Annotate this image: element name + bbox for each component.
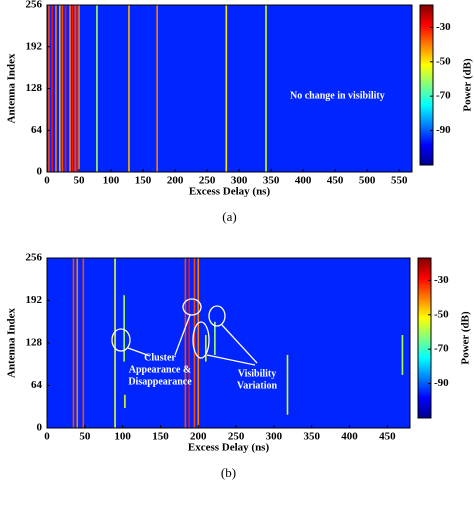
heatmap-background — [47, 5, 412, 172]
x-tick-label: 500 — [359, 175, 376, 187]
colorbar-label: Power (dB) — [460, 311, 472, 365]
annotation: Disappearance — [128, 376, 192, 387]
delay-stripe — [188, 258, 190, 428]
delay-stripe — [193, 258, 196, 428]
colorbar-tick-label: -70 — [434, 343, 449, 355]
x-tick-label: 400 — [295, 175, 312, 187]
colorbar-tick-label: -30 — [436, 21, 451, 33]
x-tick-label: 150 — [135, 175, 152, 187]
delay-stripe — [61, 5, 64, 172]
delay-stripe — [114, 258, 116, 428]
y-axis-label: Antenna Index — [6, 53, 18, 123]
colorbar — [419, 4, 434, 166]
annotation: No change in visibility — [290, 90, 385, 101]
x-tick-label: 100 — [114, 431, 131, 443]
y-tick-label: 0 — [37, 166, 43, 178]
delay-stripe — [82, 258, 85, 428]
delay-stripe — [55, 5, 57, 172]
x-tick-label: 200 — [167, 175, 184, 187]
delay-stripe — [96, 5, 98, 172]
annotation: Cluster — [144, 352, 176, 363]
delay-stripe — [214, 321, 216, 355]
x-tick-label: 250 — [228, 431, 245, 443]
x-tick-label: 250 — [199, 175, 216, 187]
x-tick-label: 350 — [263, 175, 280, 187]
x-axis-label: Excess Delay (ns) — [189, 186, 271, 198]
delay-stripe — [197, 258, 200, 428]
y-tick-label: 128 — [26, 337, 43, 349]
heatmap-background — [47, 258, 410, 428]
y-axis-label: Antenna Index — [6, 308, 18, 378]
delay-stripe — [205, 335, 207, 362]
y-tick-label: 256 — [26, 0, 43, 11]
delay-stripe — [128, 5, 130, 172]
delay-stripe — [156, 5, 158, 172]
delay-stripe — [78, 5, 80, 172]
annotation-shapes — [111, 298, 258, 366]
x-tick-label: 150 — [152, 431, 169, 443]
annotation: Variation — [237, 380, 278, 391]
delay-stripe — [401, 335, 404, 375]
colorbar-tick-label: -70 — [436, 90, 451, 102]
x-tick-label: 0 — [44, 431, 50, 443]
x-axis-label: Excess Delay (ns) — [188, 442, 270, 454]
delay-stripe — [76, 5, 78, 172]
delay-stripe — [71, 5, 74, 172]
colorbar-tick-label: -50 — [436, 55, 451, 67]
colorbar-tick-label: -90 — [434, 377, 449, 389]
y-tick-label: 0 — [37, 422, 43, 434]
annotation: Visibility — [238, 368, 277, 379]
x-tick-label: 300 — [266, 431, 283, 443]
y-tick-label: 192 — [26, 40, 43, 52]
caption: (b) — [221, 465, 236, 480]
x-tick-label: 450 — [327, 175, 344, 187]
y-tick-label: 256 — [26, 252, 43, 264]
colorbar-tick-label: -50 — [434, 308, 449, 320]
x-tick-label: 550 — [391, 175, 408, 187]
x-tick-label: 300 — [231, 175, 248, 187]
x-tick-label: 50 — [79, 431, 91, 443]
x-tick-label: 400 — [341, 431, 358, 443]
x-tick-label: 450 — [379, 431, 396, 443]
delay-stripe — [64, 5, 67, 172]
caption: (a) — [222, 209, 236, 224]
delay-stripe — [76, 258, 79, 428]
y-tick-label: 192 — [26, 294, 43, 306]
y-tick-label: 64 — [31, 124, 43, 136]
x-tick-label: 100 — [103, 175, 120, 187]
x-tick-label: 200 — [190, 431, 207, 443]
delay-stripe — [286, 354, 289, 415]
delay-stripe — [124, 394, 126, 409]
y-tick-label: 64 — [31, 379, 43, 391]
colorbar-tick-label: -30 — [434, 274, 449, 286]
colorbar-label: Power (dB) — [462, 58, 474, 112]
delay-stripe — [225, 5, 228, 172]
delay-stripe — [265, 5, 267, 172]
delay-stripe — [51, 5, 53, 172]
delay-stripe — [59, 5, 61, 172]
colorbar-tick-label: -90 — [436, 124, 451, 136]
delay-stripe — [184, 258, 187, 428]
annotation: Appearance & — [129, 364, 192, 375]
y-tick-label: 128 — [26, 82, 43, 94]
delay-stripe — [74, 5, 76, 172]
x-tick-label: 50 — [74, 175, 86, 187]
delay-stripe — [69, 5, 71, 172]
delay-stripe — [123, 295, 125, 362]
delay-stripe — [72, 258, 75, 428]
x-tick-label: 0 — [44, 175, 50, 187]
x-tick-label: 350 — [303, 431, 320, 443]
colorbar — [417, 257, 432, 419]
